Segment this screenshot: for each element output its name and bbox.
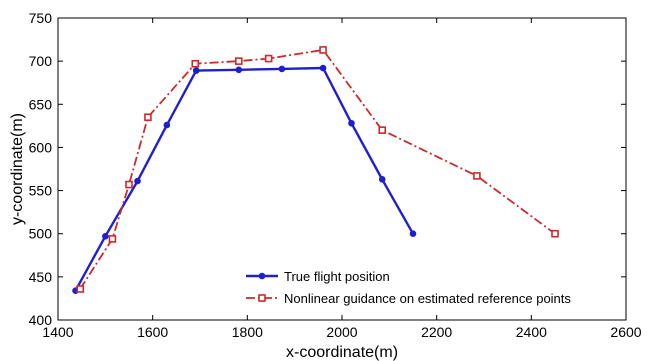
y-tick-label: 650 (29, 96, 53, 112)
y-tick-label: 550 (29, 183, 53, 199)
series-2 (76, 46, 559, 293)
x-tick-label: 1400 (42, 324, 73, 340)
data-point (319, 46, 327, 54)
x-tick-label: 1800 (232, 324, 263, 340)
legend-marker (258, 272, 266, 280)
data-point (76, 285, 85, 293)
data-point (108, 235, 117, 243)
x-tick-label: 2200 (421, 324, 452, 340)
axis-ticks: 1400 1600 1800 2000 2200 2400 2600 400 450 500 550… (29, 10, 642, 340)
data-point (191, 59, 200, 68)
y-tick-label: 700 (29, 53, 53, 69)
legend: True flight position Nonlinear guidance o… (238, 262, 618, 310)
legend-label: True flight position (284, 269, 390, 284)
data-point (235, 57, 243, 65)
data-point (125, 180, 133, 189)
data-point (278, 65, 286, 73)
data-point (163, 121, 171, 129)
series-1 (72, 64, 417, 294)
series-layer (72, 46, 559, 294)
data-point (378, 176, 386, 183)
legend-label: Nonlinear guidance on estimated referenc… (284, 291, 571, 306)
data-point (319, 64, 327, 72)
y-tick-label: 600 (29, 139, 53, 155)
x-tick-label: 2000 (326, 324, 357, 340)
data-point (102, 233, 109, 240)
data-point (551, 229, 559, 238)
legend-marker (258, 294, 266, 302)
data-point (409, 230, 417, 238)
y-tick-label: 400 (29, 312, 53, 328)
data-point (378, 126, 387, 134)
y-tick-label: 450 (29, 269, 53, 285)
x-tick-label: 1600 (137, 324, 168, 340)
data-point (264, 54, 273, 63)
y-tick-label: 750 (29, 10, 53, 26)
y-axis-label: y-coordinate(m) (9, 113, 26, 225)
y-tick-label: 500 (29, 226, 53, 242)
x-tick-label: 2600 (610, 324, 641, 340)
data-point (134, 177, 141, 185)
data-point (473, 172, 481, 180)
data-point (235, 66, 243, 74)
data-point (192, 67, 200, 74)
x-tick-label: 2400 (516, 324, 547, 340)
x-axis-label: x-coordinate(m) (286, 344, 398, 361)
data-point (144, 113, 152, 122)
legend-box (238, 262, 618, 310)
data-point (348, 119, 355, 127)
